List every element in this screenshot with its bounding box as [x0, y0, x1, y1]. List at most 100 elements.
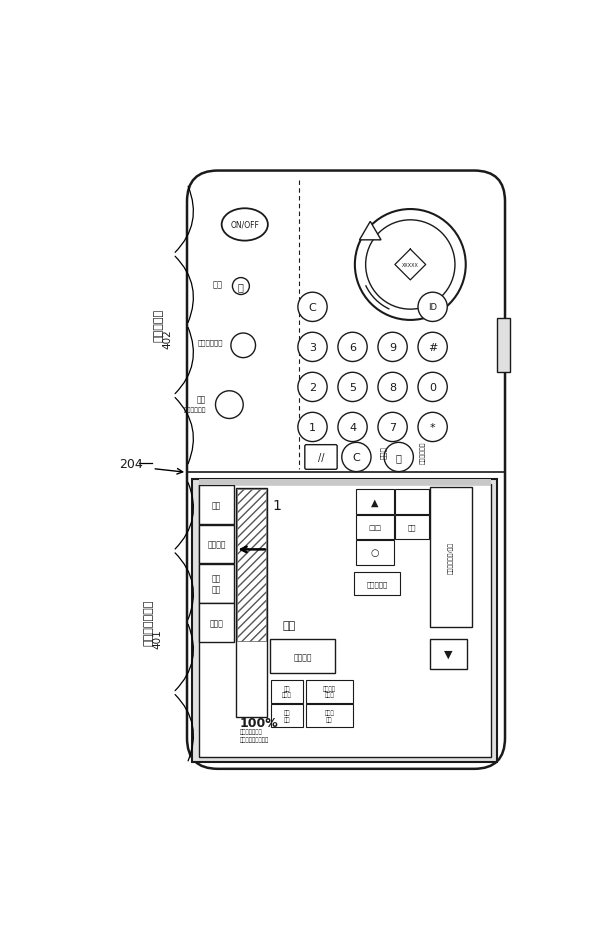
Text: 1: 1: [309, 422, 316, 432]
FancyBboxPatch shape: [236, 488, 267, 717]
FancyBboxPatch shape: [193, 479, 497, 762]
Circle shape: [342, 443, 371, 472]
FancyBboxPatch shape: [430, 639, 466, 669]
FancyBboxPatch shape: [306, 680, 353, 702]
Circle shape: [378, 333, 407, 362]
Text: 原稿枚数: 原稿枚数: [293, 652, 312, 661]
Text: サービスキー: サービスキー: [421, 441, 426, 463]
Text: ▲: ▲: [371, 497, 379, 507]
FancyBboxPatch shape: [271, 704, 303, 728]
FancyBboxPatch shape: [199, 564, 234, 603]
Text: 1: 1: [272, 498, 281, 512]
FancyBboxPatch shape: [354, 572, 400, 595]
Text: ▼: ▼: [444, 650, 452, 660]
Text: 0: 0: [429, 382, 436, 393]
Text: 2: 2: [309, 382, 316, 393]
Circle shape: [418, 413, 447, 442]
Circle shape: [366, 221, 455, 310]
Text: XXXXX: XXXXX: [402, 263, 419, 267]
Text: タッチパネル部: タッチパネル部: [144, 599, 154, 645]
Text: □□: □□: [368, 524, 382, 531]
Text: 原稿
選択: 原稿 選択: [284, 710, 290, 722]
Text: 文字: 文字: [408, 524, 416, 531]
Polygon shape: [359, 222, 381, 240]
Text: 後処理
設定: 後処理 設定: [324, 710, 335, 722]
Text: #: #: [428, 342, 437, 353]
Circle shape: [418, 333, 447, 362]
Text: //: //: [318, 453, 324, 462]
FancyBboxPatch shape: [199, 479, 491, 485]
Circle shape: [338, 333, 367, 362]
Circle shape: [378, 373, 407, 402]
Circle shape: [298, 413, 327, 442]
Circle shape: [355, 210, 466, 320]
Ellipse shape: [222, 209, 268, 241]
Text: 応用モード: 応用モード: [366, 580, 388, 586]
Text: 401: 401: [152, 628, 163, 648]
Text: 自動: 自動: [282, 620, 296, 630]
FancyBboxPatch shape: [187, 172, 505, 769]
Text: 給紙
段選択: 給紙 段選択: [282, 685, 292, 697]
Text: 拡張: 拡張: [212, 501, 221, 509]
FancyBboxPatch shape: [237, 489, 267, 641]
Circle shape: [298, 333, 327, 362]
Circle shape: [298, 373, 327, 402]
Text: シート・
後処理: シート・ 後処理: [323, 685, 336, 697]
FancyBboxPatch shape: [306, 704, 353, 728]
FancyBboxPatch shape: [356, 490, 394, 514]
Text: C: C: [352, 453, 361, 462]
Text: コピー: コピー: [210, 618, 223, 627]
Circle shape: [418, 293, 447, 322]
FancyBboxPatch shape: [395, 515, 429, 540]
Text: 自動カラー選択: 自動カラー選択: [239, 728, 262, 734]
Circle shape: [384, 443, 413, 472]
Circle shape: [378, 413, 407, 442]
Circle shape: [298, 293, 327, 322]
Text: 節電: 節電: [213, 280, 223, 289]
Text: 5: 5: [349, 382, 356, 393]
Text: 濃度: 濃度: [197, 395, 206, 405]
Circle shape: [232, 278, 249, 295]
Text: コピーにて使用する: コピーにて使用する: [239, 736, 269, 741]
FancyBboxPatch shape: [395, 490, 429, 514]
Text: 204: 204: [119, 458, 142, 470]
Text: キー入力部: キー入力部: [154, 309, 164, 342]
FancyBboxPatch shape: [199, 486, 234, 524]
Circle shape: [418, 373, 447, 402]
FancyBboxPatch shape: [271, 680, 303, 702]
FancyBboxPatch shape: [356, 515, 394, 540]
Text: ID: ID: [428, 303, 437, 312]
Text: ○: ○: [371, 548, 379, 558]
Text: ボックス: ボックス: [207, 540, 226, 548]
FancyBboxPatch shape: [199, 603, 234, 642]
Text: 9: 9: [389, 342, 396, 353]
Text: 8: 8: [389, 382, 396, 393]
Text: カウンタ確認: カウンタ確認: [197, 339, 223, 345]
FancyBboxPatch shape: [305, 445, 337, 470]
Text: 画像
処理: 画像 処理: [212, 574, 221, 593]
FancyBboxPatch shape: [430, 487, 472, 627]
Text: 4: 4: [349, 422, 356, 432]
Text: 6: 6: [349, 342, 356, 353]
Circle shape: [338, 413, 367, 442]
Text: C: C: [309, 303, 316, 313]
Text: ON/OFF: ON/OFF: [230, 221, 259, 230]
FancyBboxPatch shape: [356, 540, 394, 565]
Text: *: *: [430, 422, 436, 432]
Text: ⏻: ⏻: [238, 282, 244, 291]
FancyBboxPatch shape: [199, 525, 234, 563]
Text: 3: 3: [309, 342, 316, 353]
FancyBboxPatch shape: [270, 639, 335, 674]
FancyBboxPatch shape: [199, 484, 491, 756]
Text: コントラスト: コントラスト: [184, 407, 206, 413]
Text: 7: 7: [389, 422, 396, 432]
FancyBboxPatch shape: [497, 319, 509, 373]
Text: ＊: ＊: [396, 453, 402, 462]
Circle shape: [216, 392, 243, 419]
Text: ヘルプ: ヘルプ: [380, 445, 387, 458]
Text: 100%: 100%: [239, 716, 278, 729]
Text: システム状況/中止: システム状況/中止: [449, 541, 454, 574]
Circle shape: [231, 334, 255, 358]
Text: 402: 402: [163, 329, 173, 348]
Circle shape: [338, 373, 367, 402]
